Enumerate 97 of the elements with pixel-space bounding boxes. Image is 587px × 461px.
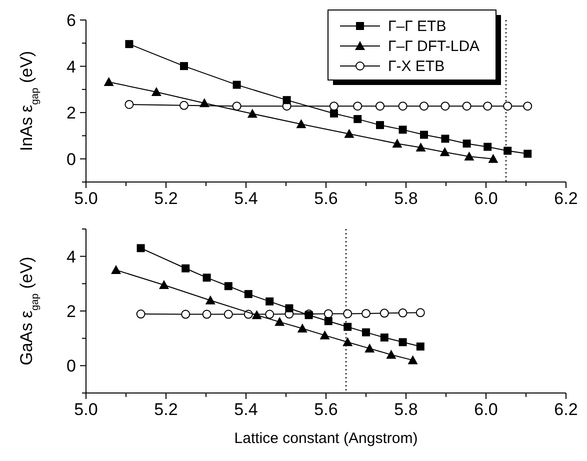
point [416,342,424,351]
point [265,310,274,319]
point [420,130,428,139]
point [462,102,472,111]
point [180,62,188,70]
x-tick-label: 5.0 [74,189,98,208]
point [344,128,354,138]
point [362,328,370,336]
point [182,264,190,272]
point [247,108,258,118]
point [202,310,212,319]
legend-label: Γ–Γ DFT-LDA [388,38,480,55]
point [398,126,407,134]
point [344,322,352,331]
point [324,317,332,326]
point [232,80,241,89]
point [343,309,352,318]
x-tick-label: 5.4 [234,400,258,419]
point [297,323,308,332]
point [136,244,145,252]
point [282,96,291,104]
point [483,102,492,111]
point [362,308,370,318]
point [364,343,375,352]
x-tick-label: 5.6 [314,400,338,419]
point [376,102,384,111]
x-tick-label: 5.6 [314,189,338,208]
point [441,134,450,143]
x-tick-label: 6.2 [554,189,578,208]
x-tick-label: 5.0 [74,400,98,419]
x-tick-label: 6.0 [474,400,498,419]
x-tick-label: 5.2 [154,189,178,208]
point [274,316,285,326]
point [416,142,426,152]
point [266,297,274,306]
point [232,102,242,111]
point [523,102,532,111]
point [380,308,389,318]
x-tick-label: 5.4 [234,189,258,208]
point [324,309,333,318]
point [330,109,338,118]
point [224,310,233,319]
point [386,350,396,359]
legend-label: Γ-X ETB [388,58,445,75]
point [354,115,362,124]
point [462,140,471,148]
point [151,86,162,96]
y-tick-label: 4 [66,247,76,266]
point [124,100,134,109]
y-tick-label: 6 [66,11,76,30]
point [392,138,402,148]
point [398,338,407,346]
point [398,308,408,318]
point [524,150,532,158]
point [503,102,512,111]
point [199,98,210,108]
point [398,102,408,111]
x-axis-title: Lattice constant (Angstrom) [234,430,418,447]
point [380,334,388,342]
x-tick-label: 5.8 [394,400,418,419]
point [224,282,232,290]
point [111,265,121,274]
y-tick-label: 4 [66,57,76,76]
x-tick-label: 5.8 [394,189,418,208]
point [376,121,384,130]
point [320,330,330,340]
point [202,274,211,282]
point [408,355,418,364]
y-tick-label: 2 [66,104,76,123]
point [416,308,425,318]
x-tick-label: 5.2 [154,400,178,419]
point [488,154,498,163]
point [440,102,450,111]
point [104,77,114,86]
x-tick-label: 6.0 [474,189,498,208]
y-tick-label: 0 [66,150,76,169]
point [285,304,294,312]
point [440,147,450,156]
x-tick-label: 6.2 [554,400,578,419]
point [244,290,252,298]
point [504,146,512,155]
point [342,337,353,346]
y-tick-label: 0 [66,356,76,376]
point [136,310,146,319]
point [125,40,134,48]
point [181,310,190,319]
y-tick-label: 2 [66,302,76,321]
point [420,102,428,111]
point [353,102,362,111]
point [484,142,492,151]
point [296,119,306,128]
legend-label: Γ–Γ ETB [388,18,446,35]
point [159,280,169,290]
point [205,295,216,304]
point [464,152,474,161]
point [252,310,262,320]
point [180,100,188,110]
